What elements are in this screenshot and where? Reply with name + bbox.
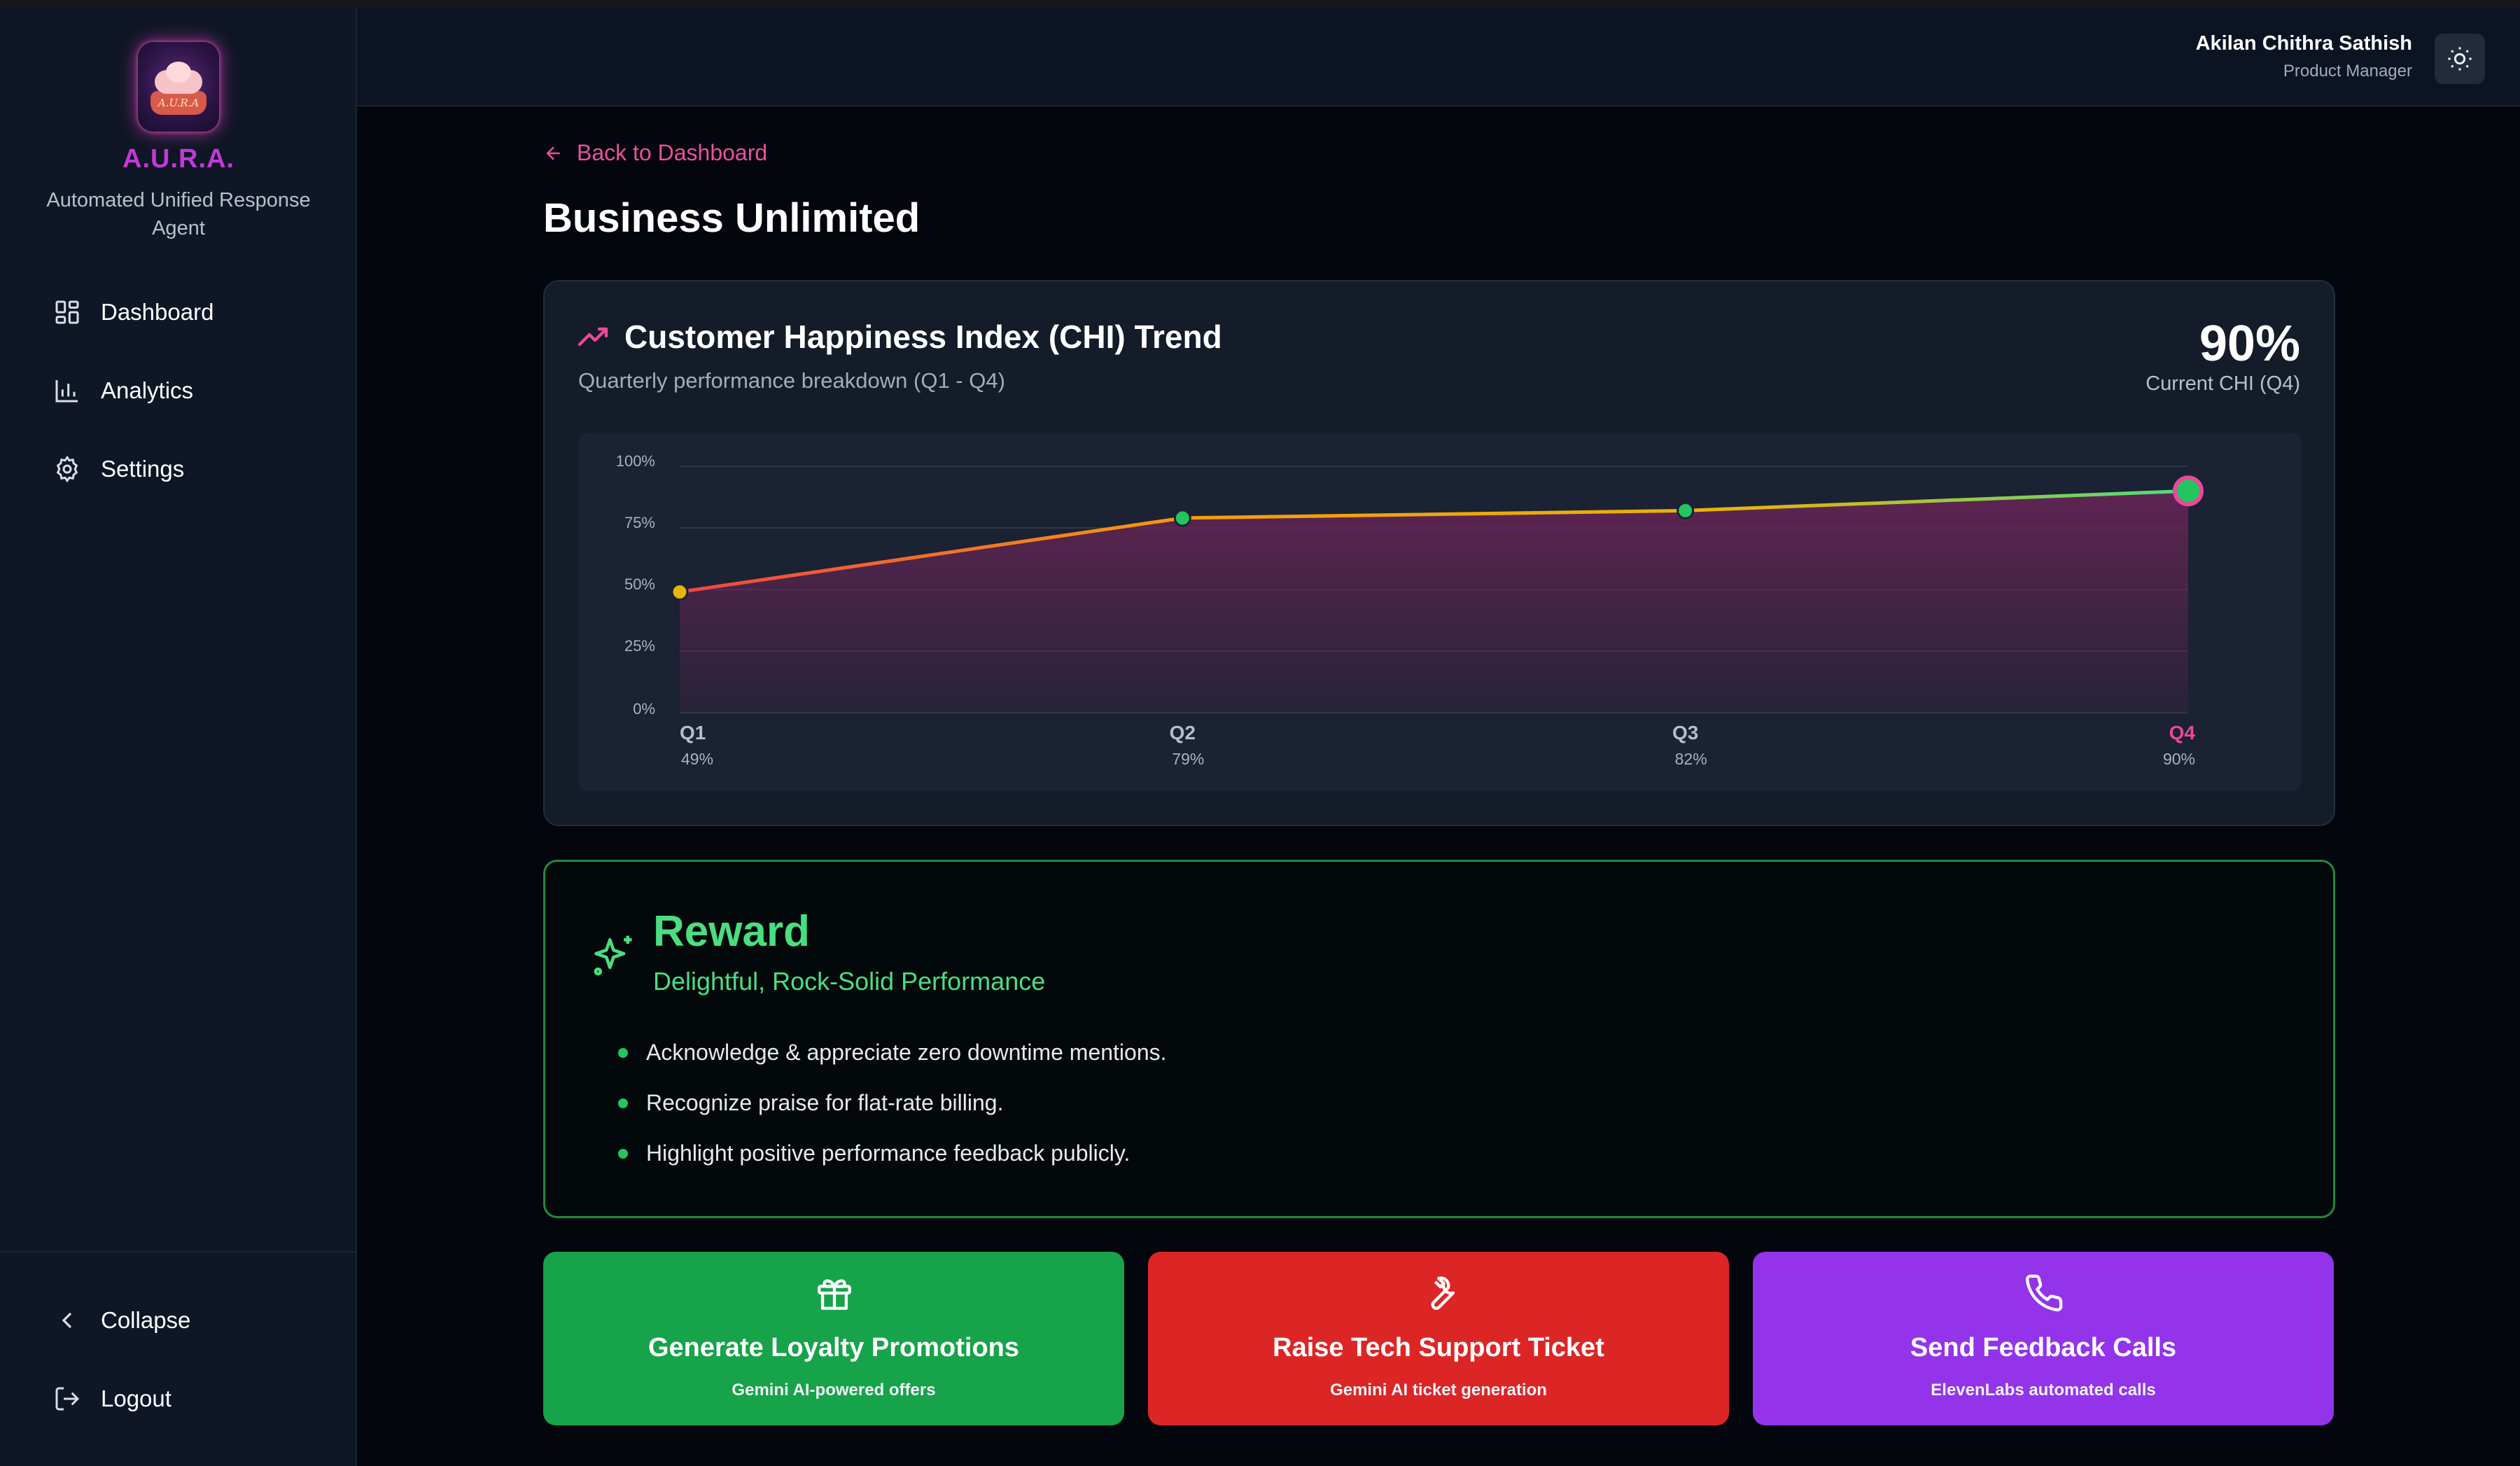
dashboard-grid-icon xyxy=(55,300,79,324)
logout-button[interactable]: Logout xyxy=(53,1378,172,1420)
chi-chart-svg: 0% 25% 50% 75% 100% Q1 49% Q2 79% Q3 82% Q4 90% xyxy=(616,452,2204,768)
action-subtitle: Gemini AI ticket generation xyxy=(1330,1381,1547,1399)
y-tick-label: 0% xyxy=(633,700,655,718)
y-tick-label: 50% xyxy=(624,575,655,593)
page-title: Business Unlimited xyxy=(543,195,920,241)
reward-title: Reward xyxy=(653,907,810,956)
phone-icon xyxy=(2025,1274,2063,1312)
data-label: 49% xyxy=(681,750,713,768)
chi-chart: 0% 25% 50% 75% 100% Q1 49% Q2 79% Q3 82% Q4 90% xyxy=(578,433,2302,791)
chevron-left-icon xyxy=(62,1312,72,1329)
x-tick-label: Q2 xyxy=(1170,722,1196,744)
logout-icon xyxy=(55,1387,80,1411)
user-name: Akilan Chithra Sathish xyxy=(2195,32,2412,55)
list-item: Recognize praise for flat-rate billing. xyxy=(618,1090,1003,1116)
action-title: Raise Tech Support Ticket xyxy=(1273,1333,1604,1362)
action-title: Send Feedback Calls xyxy=(1910,1333,2177,1362)
logout-label: Logout xyxy=(101,1385,172,1411)
reward-card: Reward Delightful, Rock-Solid Performanc… xyxy=(543,860,2335,1218)
action-subtitle: Gemini AI-powered offers xyxy=(732,1381,936,1399)
x-tick-label: Q3 xyxy=(1672,722,1698,744)
chi-area xyxy=(680,491,2188,713)
theme-toggle-button[interactable] xyxy=(2435,34,2485,84)
data-label: 90% xyxy=(2163,750,2195,768)
bar-chart-icon xyxy=(55,380,78,403)
y-tick-label: 100% xyxy=(616,452,655,470)
data-point xyxy=(1676,501,1695,519)
current-chi-label: Current CHI (Q4) xyxy=(2146,372,2300,395)
data-point xyxy=(1173,509,1191,527)
wrench-icon xyxy=(1431,1276,1455,1310)
sidebar: A.U.R.A A.U.R.A. Automated Unified Respo… xyxy=(0,8,357,1466)
current-chi-value: 90% xyxy=(2199,316,2300,372)
trending-up-icon xyxy=(578,327,608,347)
sidebar-item-dashboard[interactable]: Dashboard xyxy=(53,291,214,333)
reward-subtitle: Delightful, Rock-Solid Performance xyxy=(653,967,1046,996)
sidebar-item-analytics[interactable]: Analytics xyxy=(53,370,193,412)
aura-logo: A.U.R.A xyxy=(138,42,219,132)
list-item-text: Recognize praise for flat-rate billing. xyxy=(646,1090,1004,1115)
list-item-text: Acknowledge & appreciate zero downtime m… xyxy=(646,1040,1167,1065)
chart-subtitle: Quarterly performance breakdown (Q1 - Q4… xyxy=(578,368,1005,393)
action-title: Generate Loyalty Promotions xyxy=(648,1333,1019,1362)
action-subtitle: ElevenLabs automated calls xyxy=(1931,1381,2156,1399)
bullet-dot xyxy=(618,1098,628,1108)
sidebar-item-label: Settings xyxy=(101,456,185,482)
data-point-highlight xyxy=(2173,475,2204,507)
list-item: Acknowledge & appreciate zero downtime m… xyxy=(618,1040,1167,1066)
list-item: Highlight positive performance feedback … xyxy=(618,1140,1130,1166)
x-tick-label: Q1 xyxy=(680,722,706,744)
data-point xyxy=(671,583,689,601)
data-label: 79% xyxy=(1172,750,1204,768)
sidebar-item-label: Analytics xyxy=(101,377,194,403)
y-tick-label: 25% xyxy=(624,637,655,655)
generate-loyalty-promotions-button[interactable]: Generate Loyalty Promotions Gemini AI-po… xyxy=(543,1252,1124,1425)
sidebar-divider xyxy=(0,1251,356,1252)
sidebar-item-label: Dashboard xyxy=(101,299,214,325)
send-feedback-calls-button[interactable]: Send Feedback Calls ElevenLabs automated… xyxy=(1753,1252,2334,1425)
sidebar-item-settings[interactable]: Settings xyxy=(53,448,184,490)
user-role: Product Manager xyxy=(2283,62,2412,81)
list-item-text: Highlight positive performance feedback … xyxy=(646,1140,1130,1166)
brand-subtitle: Automated Unified Response Agent xyxy=(46,189,311,239)
back-to-dashboard-link[interactable]: Back to Dashboard xyxy=(543,140,767,166)
chart-title: Customer Happiness Index (CHI) Trend xyxy=(624,319,1222,355)
sparkles-icon xyxy=(594,935,632,976)
collapse-button[interactable]: Collapse xyxy=(53,1299,190,1341)
chi-trend-card: Customer Happiness Index (CHI) Trend Qua… xyxy=(543,280,2335,826)
top-header: Akilan Chithra Sathish Product Manager xyxy=(357,8,2520,106)
collapse-label: Collapse xyxy=(101,1307,191,1333)
gear-icon xyxy=(56,455,78,483)
brand-name: A.U.R.A. xyxy=(122,144,234,174)
x-tick-label: Q4 xyxy=(2169,722,2196,744)
bullet-dot xyxy=(618,1047,628,1058)
data-label: 82% xyxy=(1675,750,1707,768)
window-top-strip xyxy=(0,0,2520,8)
y-tick-label: 75% xyxy=(624,514,655,531)
chi-line xyxy=(679,489,2189,594)
back-link-label: Back to Dashboard xyxy=(577,140,768,165)
sun-icon xyxy=(2448,47,2472,71)
raise-tech-support-ticket-button[interactable]: Raise Tech Support Ticket Gemini AI tick… xyxy=(1148,1252,1729,1425)
gift-icon xyxy=(818,1279,851,1310)
arrow-left-icon xyxy=(546,146,560,160)
bullet-dot xyxy=(618,1148,628,1159)
